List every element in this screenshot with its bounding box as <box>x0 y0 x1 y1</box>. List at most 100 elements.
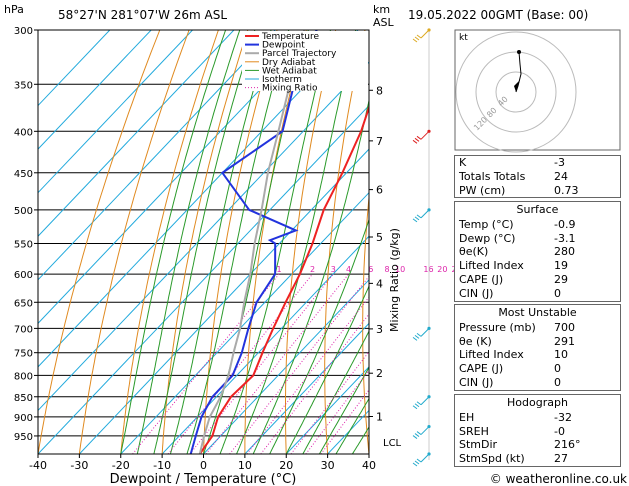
hodograph-point <box>517 50 521 54</box>
temp-tick-label: 10 <box>238 459 252 472</box>
table-row: StmDir 216° <box>455 438 620 452</box>
row-value: -0 <box>554 424 565 438</box>
mixing-ratio-label: 2 <box>310 265 315 274</box>
row-value: -0.9 <box>554 217 576 231</box>
surface-title: Surface <box>516 203 559 216</box>
dry-adiabat <box>120 30 219 454</box>
legend-entry: Dewpoint <box>262 41 305 51</box>
wind-barb <box>412 328 430 341</box>
table-row: Temp (°C) -0.9 <box>455 218 620 232</box>
row-value: 0 <box>554 375 561 389</box>
legend-entry: Dry Adiabat <box>262 58 316 68</box>
isotherm <box>38 104 369 454</box>
lcl-label: LCL <box>383 438 402 449</box>
row-label: Temp (°C) <box>459 217 514 231</box>
row-value: -3 <box>554 156 565 169</box>
km-unit-label: km <box>373 3 390 16</box>
km-tick-label: 2 <box>376 367 383 380</box>
pressure-tick-label: 850 <box>14 393 33 404</box>
pressure-tick-label: 950 <box>14 432 33 443</box>
row-label: CIN (J) <box>459 375 494 389</box>
wind-barb <box>412 426 430 439</box>
row-label: SREH <box>459 424 489 438</box>
series-dewpoint <box>189 30 318 454</box>
row-value: 700 <box>554 320 575 334</box>
mixing-ratio-line <box>229 275 369 454</box>
isotherm <box>38 30 235 237</box>
row-value: 291 <box>554 334 575 348</box>
mixing-ratio-label: 8 <box>385 265 390 274</box>
wet-adiabat <box>203 30 309 454</box>
row-value: 280 <box>554 245 575 259</box>
wet-adiabat <box>236 30 357 454</box>
row-label: StmSpd (kt) <box>459 452 525 466</box>
table-row: CAPE (J) 29 <box>455 273 620 287</box>
row-value: 29 <box>554 272 568 286</box>
row-value: 19 <box>554 259 568 273</box>
isotherm <box>38 30 318 325</box>
mixing-ratio-line <box>246 296 369 454</box>
temp-tick-label: 20 <box>279 459 293 472</box>
row-label: θe (K) <box>459 334 492 348</box>
dry-adiabat <box>285 30 337 454</box>
legend-entry: Parcel Trajectory <box>262 49 337 59</box>
temp-tick-label: 0 <box>200 459 207 472</box>
mixing-ratio-label: 10 <box>395 265 405 274</box>
isotherm <box>38 30 276 281</box>
copyright: © weatheronline.co.uk <box>490 472 627 486</box>
km-tick-label: 1 <box>376 411 383 424</box>
wet-adiabat <box>120 30 227 454</box>
pressure-tick-label: 500 <box>14 206 33 217</box>
mixing-ratio-label: 1 <box>276 265 281 274</box>
wet-adiabat <box>169 30 272 454</box>
mixing-ratio-label: 3 <box>331 265 336 274</box>
hodograph-table: Hodograph EH -32 SREH -0 StmDir 216° StmSpd (k… <box>454 394 621 467</box>
row-label: CIN (J) <box>459 286 494 300</box>
isotherm <box>203 279 369 454</box>
wet-adiabat <box>318 366 369 454</box>
temp-tick-label: -20 <box>112 459 130 472</box>
mixing-ratio-label: 6 <box>368 265 373 274</box>
row-value: 24 <box>554 169 568 183</box>
series-parcel-trajectory <box>198 30 306 454</box>
legend-entry: Isotherm <box>262 75 302 85</box>
table-row: SREH -0 <box>455 425 620 439</box>
wind-barb <box>412 29 430 43</box>
mixing-ratio-label: 4 <box>346 265 351 274</box>
wet-adiabat <box>252 98 369 454</box>
isotherm <box>161 235 369 454</box>
pressure-tick-label: 300 <box>14 26 33 37</box>
dry-adiabat <box>435 30 453 454</box>
pressure-tick-label: 600 <box>14 270 33 281</box>
table-row: Lifted Index 10 <box>455 348 620 362</box>
table-row: K -3 <box>455 156 620 170</box>
wet-adiabat <box>285 284 369 454</box>
dry-adiabat <box>244 30 307 454</box>
wet-adiabat <box>136 30 241 454</box>
table-row: Dewp (°C) -3.1 <box>455 232 620 246</box>
row-value: 0 <box>554 362 561 376</box>
hodograph-unit: kt <box>459 33 468 43</box>
hpa-unit-label: hPa <box>4 3 24 16</box>
km-tick-label: 6 <box>376 184 383 197</box>
row-label: Dewp (°C) <box>459 231 516 245</box>
row-value: 0.73 <box>554 183 579 197</box>
row-label: θe(K) <box>459 245 489 259</box>
wet-adiabat <box>153 30 256 454</box>
temp-tick-label: 40 <box>362 459 376 472</box>
isotherm <box>285 366 369 454</box>
mixing-ratio-label: 20 <box>437 265 447 274</box>
table-row: PW (cm) 0.73 <box>455 184 620 198</box>
wind-barb <box>412 209 430 223</box>
row-value: 10 <box>554 348 568 362</box>
row-value: 0 <box>554 286 561 300</box>
legend-entry: Temperature <box>261 32 319 42</box>
dry-adiabat <box>78 30 190 454</box>
temp-tick-label: -10 <box>153 459 171 472</box>
km-tick-label: 7 <box>376 135 383 148</box>
table-row: Totals Totals 24 <box>455 170 620 184</box>
temp-tick-label: -30 <box>70 459 88 472</box>
km-tick-label: 4 <box>376 277 383 290</box>
isotherm <box>38 61 369 412</box>
table-row: CAPE (J) 0 <box>455 362 620 376</box>
